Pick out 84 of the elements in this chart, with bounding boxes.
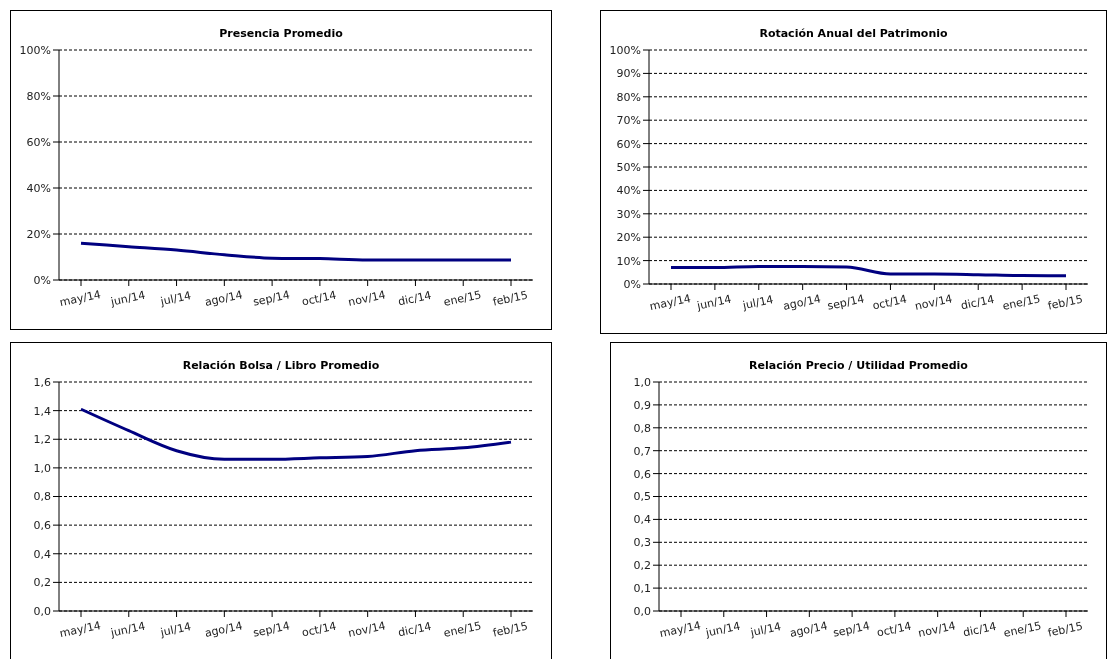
y-tick-label: 0,8: [633, 421, 651, 435]
y-tick-label: 40%: [26, 181, 51, 195]
y-tick-label: 10%: [616, 254, 641, 268]
x-tick-label: may/14: [648, 291, 692, 314]
x-tick-label: nov/14: [347, 288, 387, 309]
x-tick-label: sep/14: [831, 619, 871, 640]
y-tick-label: 60%: [26, 135, 51, 149]
y-tick-label: 1,4: [33, 404, 51, 418]
chart-title: Relación Bolsa / Libro Promedio: [181, 359, 381, 372]
x-tick-label: feb/15: [1046, 619, 1084, 640]
y-tick-label: 20%: [616, 231, 641, 245]
x-tick-label: ago/14: [788, 619, 829, 640]
x-tick-label: ago/14: [203, 288, 244, 309]
x-tick-label: sep/14: [251, 619, 291, 640]
y-tick-label: 0,9: [633, 398, 651, 412]
x-tick-label: ene/15: [1001, 292, 1042, 313]
x-tick-label: dic/14: [959, 292, 996, 313]
x-tick-label: may/14: [58, 287, 102, 310]
x-tick-label: sep/14: [251, 288, 291, 309]
y-tick-label: 80%: [26, 89, 51, 103]
y-tick-label: 100%: [609, 43, 641, 57]
y-tick-label: 0,6: [33, 519, 51, 533]
x-tick-label: oct/14: [871, 292, 909, 313]
x-tick-label: jul/14: [748, 620, 783, 640]
y-tick-label: 80%: [616, 90, 641, 104]
chart-title: Presencia Promedio: [218, 27, 344, 40]
x-tick-label: jul/14: [158, 289, 193, 309]
x-tick-label: nov/14: [913, 292, 954, 313]
x-tick-label: ene/15: [442, 619, 483, 640]
line-series: [79, 407, 513, 461]
x-tick-label: feb/15: [491, 619, 529, 640]
y-tick-label: 90%: [616, 67, 641, 81]
y-tick-label: 0,1: [633, 582, 651, 596]
line-series: [79, 241, 513, 262]
x-tick-label: ago/14: [203, 619, 244, 640]
y-tick-label: 0,0: [633, 604, 651, 618]
y-tick-label: 30%: [616, 207, 641, 221]
x-tick-label: jul/14: [158, 620, 193, 640]
chart-title: Relación Precio / Utilidad Promedio: [748, 359, 969, 372]
y-tick-label: 0,2: [33, 576, 51, 590]
y-tick-label: 1,6: [33, 375, 51, 389]
y-tick-label: 0,4: [633, 513, 651, 527]
x-tick-label: jun/14: [108, 288, 147, 309]
x-tick-label: ene/15: [1002, 619, 1043, 640]
x-tick-label: ene/15: [442, 288, 483, 309]
x-tick-label: feb/15: [491, 288, 529, 309]
y-tick-label: 0,3: [633, 536, 651, 550]
y-tick-label: 0%: [33, 273, 51, 287]
y-tick-label: 0,0: [33, 604, 51, 618]
y-tick-label: 70%: [616, 114, 641, 128]
y-tick-label: 0,2: [633, 559, 651, 573]
x-tick-label: jun/14: [108, 619, 147, 640]
x-tick-label: dic/14: [396, 619, 433, 640]
x-tick-label: dic/14: [961, 619, 998, 640]
line-series: [669, 264, 1068, 278]
x-tick-label: ago/14: [781, 292, 822, 313]
x-tick-label: may/14: [58, 618, 102, 641]
y-tick-label: 0,7: [633, 444, 651, 458]
x-tick-label: nov/14: [917, 619, 957, 640]
y-tick-label: 0,8: [33, 490, 51, 504]
y-tick-label: 100%: [19, 43, 51, 57]
x-tick-label: jun/14: [703, 619, 742, 640]
x-tick-label: oct/14: [300, 288, 338, 309]
y-tick-label: 1,0: [33, 461, 51, 475]
x-tick-label: dic/14: [396, 288, 433, 309]
x-tick-label: sep/14: [826, 292, 866, 313]
y-tick-label: 0%: [623, 277, 641, 291]
y-tick-label: 1,2: [33, 433, 51, 447]
x-tick-label: jun/14: [694, 292, 733, 313]
x-tick-label: feb/15: [1046, 292, 1084, 313]
x-tick-label: nov/14: [347, 619, 387, 640]
y-tick-label: 0,4: [33, 547, 51, 561]
x-tick-label: jul/14: [740, 293, 775, 313]
y-tick-label: 0,5: [633, 490, 651, 504]
y-tick-label: 1,0: [633, 375, 651, 389]
x-tick-label: oct/14: [300, 619, 338, 640]
chart-title: Rotación Anual del Patrimonio: [758, 27, 949, 40]
y-tick-label: 20%: [26, 227, 51, 241]
x-tick-label: may/14: [658, 618, 702, 641]
y-tick-label: 0,6: [633, 467, 651, 481]
x-tick-label: oct/14: [875, 619, 913, 640]
y-tick-label: 60%: [616, 137, 641, 151]
y-tick-label: 50%: [616, 160, 641, 174]
y-tick-label: 40%: [616, 184, 641, 198]
